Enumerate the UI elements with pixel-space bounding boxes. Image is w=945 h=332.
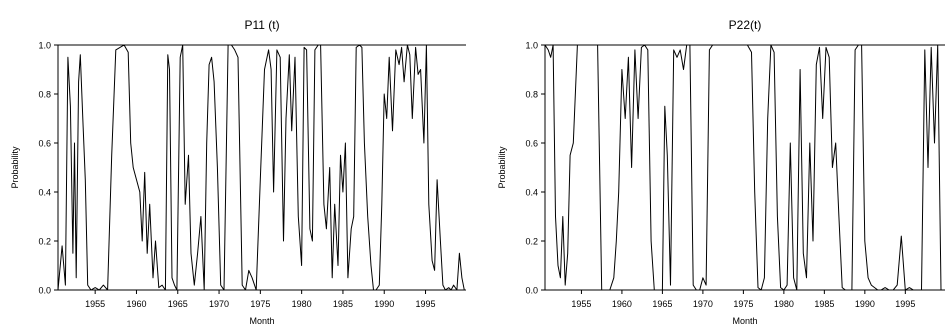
x-tick-label: 1975 bbox=[250, 299, 270, 309]
y-axis-label: Probability bbox=[497, 146, 507, 189]
x-axis-label: Month bbox=[249, 316, 274, 326]
x-tick-label: 1990 bbox=[855, 299, 875, 309]
y-tick-label: 0.0 bbox=[525, 286, 538, 296]
y-tick-label: 0.4 bbox=[525, 188, 538, 198]
chart-panel-p22: P22(t) 0.0 0.2 0.4 0.6 0.8 1.0 1955 1960 1965 1970… bbox=[497, 18, 945, 326]
series-line-0 bbox=[545, 45, 942, 290]
y-tick-label: 0.0 bbox=[38, 286, 51, 296]
x-tick-label: 1975 bbox=[733, 299, 753, 309]
chart-panel-p11: P11 (t) 0.0 0.2 0.4 0.6 0.8 1.0 1955 1960 1965 197… bbox=[10, 18, 466, 326]
chart-title: P22(t) bbox=[729, 18, 762, 32]
y-tick-label: 0.6 bbox=[38, 139, 51, 149]
y-tick-label: 0.4 bbox=[38, 188, 51, 198]
y-axis-label: Probability bbox=[10, 146, 20, 189]
x-tick-label: 1980 bbox=[774, 299, 794, 309]
x-tick-label: 1970 bbox=[693, 299, 713, 309]
x-tick-label: 1980 bbox=[292, 299, 312, 309]
x-tick-label: 1995 bbox=[895, 299, 915, 309]
x-tick-label: 1955 bbox=[571, 299, 591, 309]
y-tick-label: 0.2 bbox=[38, 237, 51, 247]
y-tick-label: 0.8 bbox=[38, 90, 51, 100]
y-tick-label: 1.0 bbox=[38, 41, 51, 51]
x-axis-label: Month bbox=[732, 316, 757, 326]
series-line-0 bbox=[58, 45, 465, 290]
y-tick-label: 0.6 bbox=[525, 139, 538, 149]
x-tick-label: 1960 bbox=[126, 299, 146, 309]
x-tick-label: 1985 bbox=[814, 299, 834, 309]
chart-title: P11 (t) bbox=[244, 18, 279, 32]
x-tick-label: 1970 bbox=[209, 299, 229, 309]
x-tick-label: 1955 bbox=[85, 299, 105, 309]
x-tick-label: 1960 bbox=[612, 299, 632, 309]
y-tick-label: 0.2 bbox=[525, 237, 538, 247]
y-tick-label: 1.0 bbox=[525, 41, 538, 51]
x-tick-label: 1965 bbox=[652, 299, 672, 309]
x-tick-label: 1995 bbox=[416, 299, 436, 309]
y-tick-label: 0.8 bbox=[525, 90, 538, 100]
x-tick-label: 1990 bbox=[374, 299, 394, 309]
x-tick-label: 1985 bbox=[333, 299, 353, 309]
x-tick-label: 1965 bbox=[168, 299, 188, 309]
